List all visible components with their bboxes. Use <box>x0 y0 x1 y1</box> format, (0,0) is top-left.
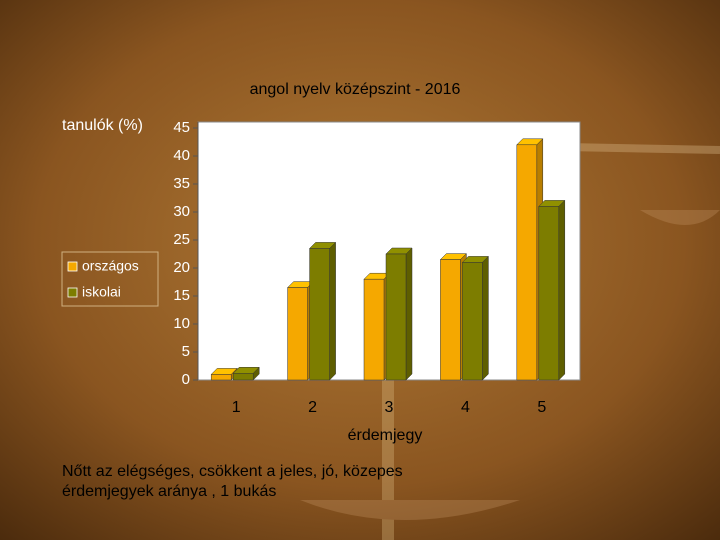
legend-label: országos <box>82 258 139 274</box>
x-tick-label: 5 <box>537 399 546 416</box>
bar <box>516 144 538 381</box>
bar <box>462 262 483 381</box>
y-axis-label: tanulók (%) <box>62 117 143 134</box>
y-tick-label: 5 <box>182 343 190 360</box>
x-tick-label: 3 <box>385 399 394 416</box>
bar <box>210 374 232 381</box>
y-tick-label: 40 <box>173 147 190 164</box>
bar <box>363 278 385 381</box>
y-tick-label: 20 <box>173 259 190 276</box>
chart-title: angol nyelv középszint - 2016 <box>250 81 461 98</box>
x-tick-label: 2 <box>308 399 317 416</box>
bar-side <box>482 255 489 381</box>
bar <box>232 373 254 381</box>
note: Nőtt az elégséges, csökkent a jeles, jó,… <box>62 463 403 500</box>
legend-swatch <box>67 287 78 298</box>
bar <box>440 259 461 381</box>
legend <box>61 251 159 307</box>
bar <box>538 206 560 381</box>
x-tick-label: 4 <box>461 399 470 416</box>
legend-label: iskolai <box>82 284 121 300</box>
legend-swatch <box>67 261 78 272</box>
y-tick-label: 25 <box>173 231 190 248</box>
y-tick-label: 30 <box>173 203 190 220</box>
y-tick-label: 45 <box>173 119 190 136</box>
bar <box>309 248 330 381</box>
bar <box>287 287 308 381</box>
x-axis-label: érdemjegy <box>348 427 423 444</box>
y-tick-label: 0 <box>182 371 190 388</box>
y-tick-label: 15 <box>173 287 190 304</box>
bar-side <box>558 199 566 381</box>
bar-side <box>329 241 336 381</box>
bar-side <box>405 247 413 381</box>
y-tick-label: 10 <box>173 315 190 332</box>
x-tick-label: 1 <box>232 399 241 416</box>
y-tick-label: 35 <box>173 175 190 192</box>
bar <box>385 253 407 381</box>
